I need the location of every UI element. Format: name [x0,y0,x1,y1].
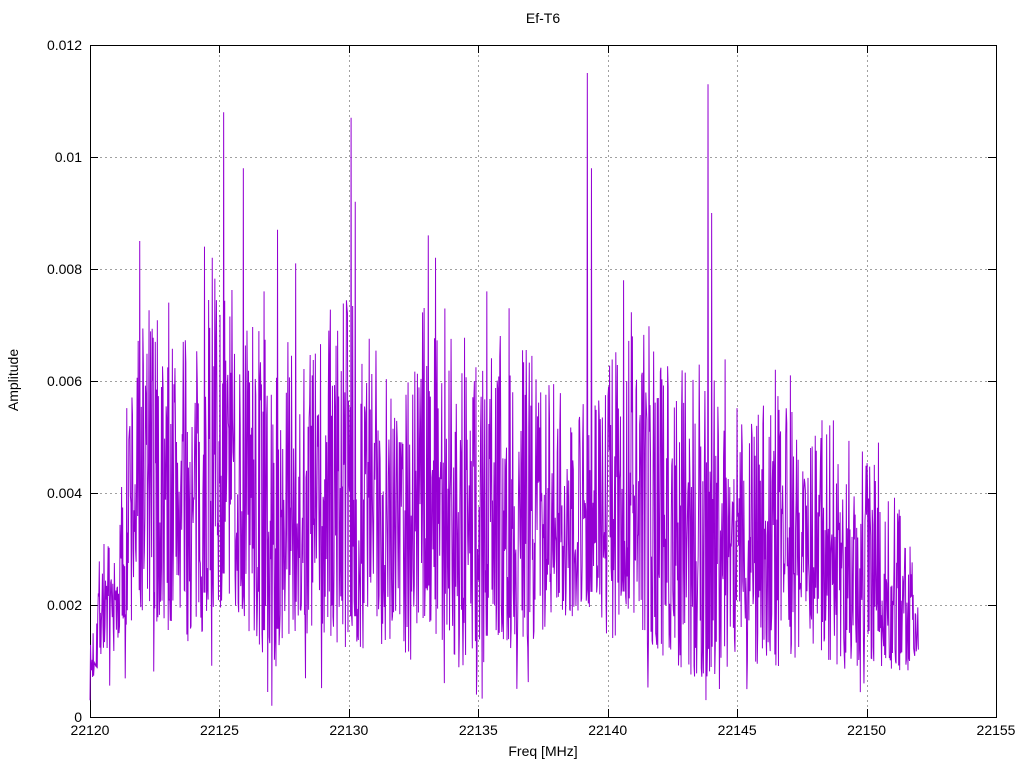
x-tick-label: 22135 [458,722,498,738]
x-tick-label: 22145 [717,722,757,738]
chart-title: Ef-T6 [525,10,561,26]
y-tick-label: 0.01 [54,149,82,165]
y-tick-label: 0 [74,709,82,725]
x-tick-label: 22130 [329,722,369,738]
y-tick-label: 0.002 [46,597,82,613]
x-axis-label: Freq [MHz] [508,743,578,759]
spectrum-line [89,72,919,706]
x-tick-label: 22150 [847,722,887,738]
x-tick-label: 22140 [588,722,628,738]
x-tick-label: 22125 [199,722,239,738]
y-tick-label: 0.012 [46,37,82,53]
y-tick-label: 0.008 [46,261,82,277]
y-tick-label: 0.004 [46,485,82,501]
x-tick-label: 22120 [70,722,110,738]
x-tick-label: 22155 [976,722,1016,738]
y-tick-label: 0.006 [46,373,82,389]
